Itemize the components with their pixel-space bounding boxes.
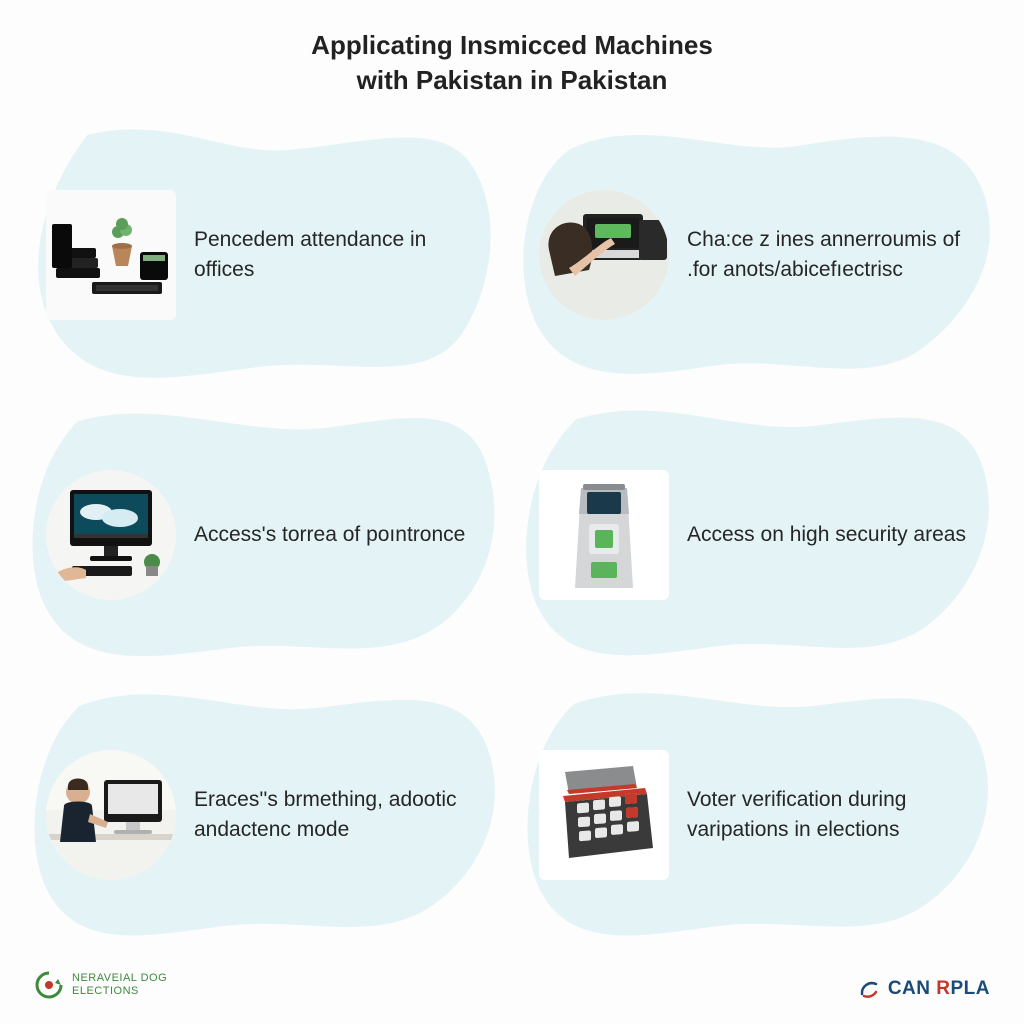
cell-5-label: Voter verification during varipations in…: [687, 785, 972, 846]
cell-1-thumb: [539, 190, 669, 320]
footer-right-logo: CAN RPLA: [858, 978, 990, 1000]
swoosh-icon: [858, 978, 880, 1000]
footer-right-text: CAN RPLA: [888, 978, 990, 1000]
cell-0: Pencedem attendance in offices: [28, 124, 503, 386]
cell-3-label: Access on high security areas: [687, 520, 966, 550]
cell-5-thumb: [539, 750, 669, 880]
cell-4: Eraces''s brmething, adootic andactenc m…: [28, 684, 503, 946]
cell-4-thumb: [46, 750, 176, 880]
footer-left-logo: NERAVEIAL DOG ELECTIONS: [34, 970, 167, 1000]
cell-0-label: Pencedem attendance in offices: [194, 225, 479, 286]
cell-3-thumb: [539, 470, 669, 600]
footer: NERAVEIAL DOG ELECTIONS CAN RPLA: [28, 946, 996, 1004]
cell-1-label: Cha:ce z ines annerroumis of .for anots/…: [687, 225, 972, 286]
cell-0-thumb: [46, 190, 176, 320]
cell-3: Access on high security areas: [521, 404, 996, 666]
title-line-2: with Pakistan in Pakistan: [28, 63, 996, 98]
cell-5: Voter verification during varipations in…: [521, 684, 996, 946]
cell-2-label: Access's torrea of poıntronce: [194, 520, 465, 550]
page-title: Applicating Insmicced Machines with Paki…: [28, 28, 996, 98]
infographic-grid: Pencedem attendance in offices: [28, 124, 996, 946]
recycle-icon: [34, 970, 64, 1000]
cell-1: Cha:ce z ines annerroumis of .for anots/…: [521, 124, 996, 386]
cell-2-thumb: [46, 470, 176, 600]
cell-4-label: Eraces''s brmething, adootic andactenc m…: [194, 785, 479, 846]
cell-2: Access's torrea of poıntronce: [28, 404, 503, 666]
title-line-1: Applicating Insmicced Machines: [28, 28, 996, 63]
footer-left-text: NERAVEIAL DOG ELECTIONS: [72, 972, 167, 998]
